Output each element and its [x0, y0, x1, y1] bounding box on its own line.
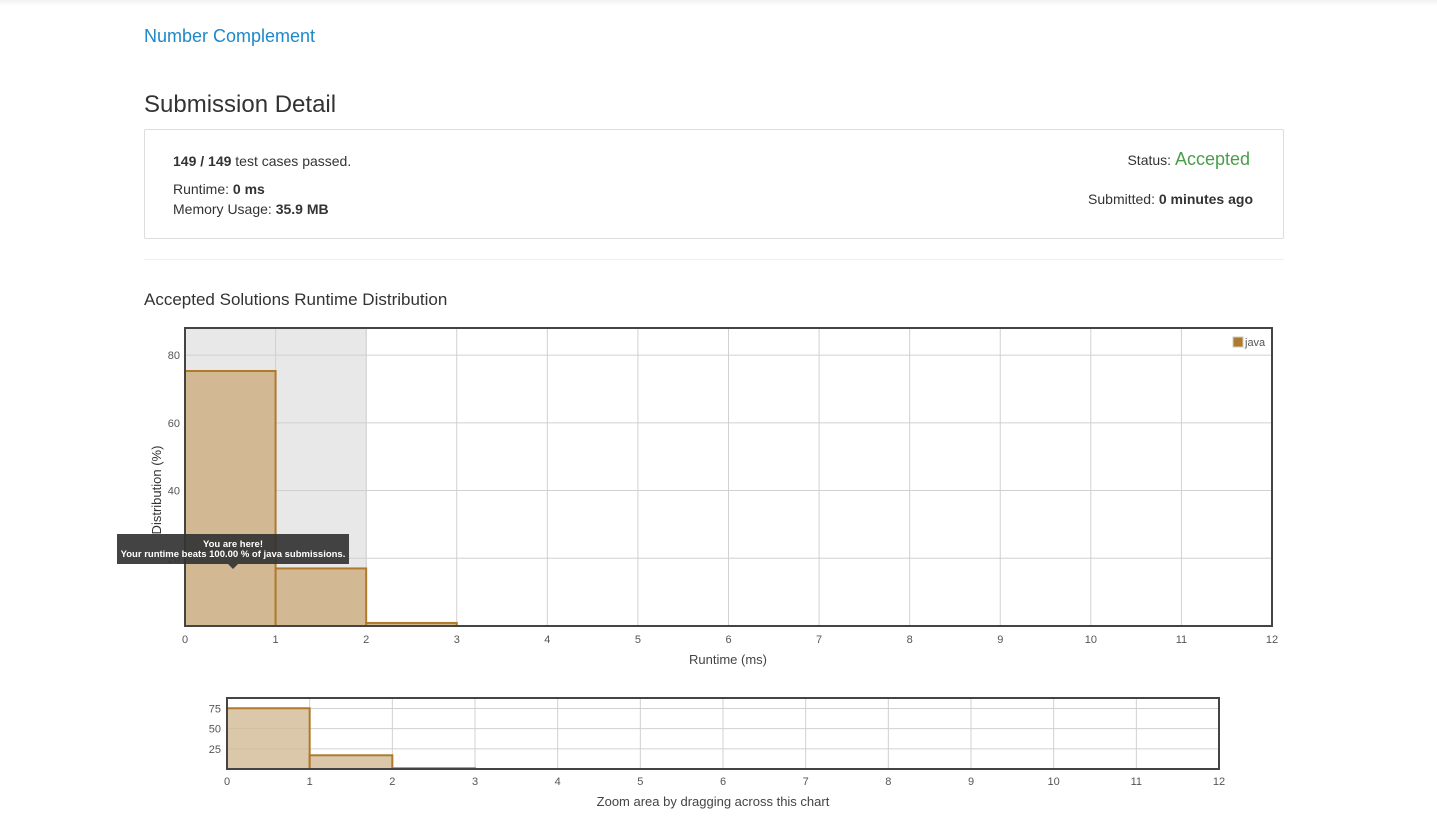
x-tick-label: 9 [997, 634, 1003, 646]
top-shadow-bar [0, 0, 1437, 6]
problem-title-link[interactable]: Number Complement [144, 26, 316, 46]
main-plot-frame [184, 327, 1273, 627]
y-tick-label: 25 [209, 744, 221, 756]
x-tick-label: 11 [1131, 776, 1142, 788]
y-tick-label: 75 [209, 703, 221, 715]
x-tick-label: 11 [1176, 634, 1187, 646]
test-cases-passed: 149 / 149 test cases passed. [173, 153, 351, 169]
legend-swatch [1232, 336, 1244, 348]
x-axis-label: Runtime (ms) [689, 652, 767, 667]
count-separator: / [196, 153, 209, 169]
x-tick-label: 4 [555, 776, 561, 788]
x-tick-label: 12 [1213, 776, 1225, 788]
page-title: Submission Detail [144, 91, 337, 118]
legend-label-java: java [1244, 337, 1266, 349]
section-divider [144, 259, 1284, 260]
y-tick-label: 40 [168, 486, 180, 498]
x-tick-label: 6 [720, 776, 726, 788]
passed-suffix: test cases passed. [231, 153, 352, 169]
runtime-tooltip: You are here! Your runtime beats 100.00 … [117, 534, 349, 569]
x-tick-label: 8 [885, 776, 891, 788]
memory-value: 35.9 MB [275, 201, 329, 217]
zoom-plot-frame [226, 697, 1220, 770]
total-count: 149 [208, 153, 232, 169]
x-tick-label: 0 [182, 634, 188, 646]
y-tick-label: 60 [168, 418, 180, 430]
runtime-value: 0 ms [232, 181, 265, 197]
memory-row: Memory Usage: 35.9 MB [173, 201, 329, 217]
x-tick-label: 10 [1048, 776, 1060, 788]
x-tick-label: 0 [224, 776, 230, 788]
x-tick-label: 2 [389, 776, 395, 788]
main-grid [185, 328, 1272, 626]
histogram-bar[interactable] [226, 707, 311, 770]
histogram-bar[interactable] [274, 567, 368, 628]
zoom-caption: Zoom area by dragging across this chart [597, 794, 830, 809]
submitted-row: Submitted: 0 minutes ago [1088, 191, 1253, 207]
zoom-grid [227, 698, 1219, 769]
zoom-y-ticks: 25 50 75 [209, 703, 221, 755]
tooltip-line-1: You are here! [203, 539, 263, 550]
main-x-ticks: 0 1 2 3 4 5 6 7 8 9 10 11 12 [182, 634, 1278, 646]
x-tick-label: 3 [454, 634, 460, 646]
runtime-label: Runtime: [173, 181, 233, 197]
x-tick-label: 12 [1266, 634, 1278, 646]
x-tick-label: 5 [635, 634, 641, 646]
x-tick-label: 9 [968, 776, 974, 788]
x-tick-label: 7 [816, 634, 822, 646]
histogram-bar[interactable] [308, 754, 394, 771]
x-tick-label: 2 [363, 634, 369, 646]
chart-legend[interactable]: java [1231, 335, 1266, 349]
x-tick-label: 1 [307, 776, 313, 788]
x-tick-label: 7 [803, 776, 809, 788]
zoom-bars [226, 707, 477, 771]
x-tick-label: 6 [725, 634, 731, 646]
x-tick-label: 4 [544, 634, 550, 646]
memory-label: Memory Usage: [173, 201, 276, 217]
submitted-value: 0 minutes ago [1158, 191, 1253, 207]
status-badge[interactable]: Accepted [1174, 149, 1250, 169]
main-y-ticks: 20406080 [168, 350, 180, 565]
tooltip-box [117, 534, 349, 564]
status-row: Status: Accepted [1127, 149, 1250, 170]
y-axis-label: Distribution (%) [149, 446, 164, 535]
distribution-title: Accepted Solutions Runtime Distribution [144, 290, 448, 309]
y-tick-label: 80 [168, 350, 180, 362]
main-bars [184, 370, 458, 628]
y-tick-label: 50 [209, 724, 221, 736]
tooltip-arrow [228, 564, 238, 569]
tooltip-line-2: Your runtime beats 100.00 % of java subm… [121, 549, 346, 560]
x-tick-label: 8 [907, 634, 913, 646]
x-tick-label: 3 [472, 776, 478, 788]
x-tick-label: 5 [637, 776, 643, 788]
zoom-x-ticks: 0 1 2 3 4 5 6 7 8 9 10 11 12 [224, 776, 1225, 788]
submitted-label: Submitted: [1088, 191, 1159, 207]
passed-count: 149 [173, 153, 197, 169]
x-tick-label: 10 [1085, 634, 1097, 646]
x-tick-label: 1 [273, 634, 279, 646]
runtime-row: Runtime: 0 ms [173, 181, 265, 197]
histogram-bar[interactable] [184, 370, 277, 627]
submission-summary-panel: 149 / 149 test cases passed. Runtime: 0 … [144, 129, 1284, 239]
status-label: Status: [1127, 152, 1175, 168]
